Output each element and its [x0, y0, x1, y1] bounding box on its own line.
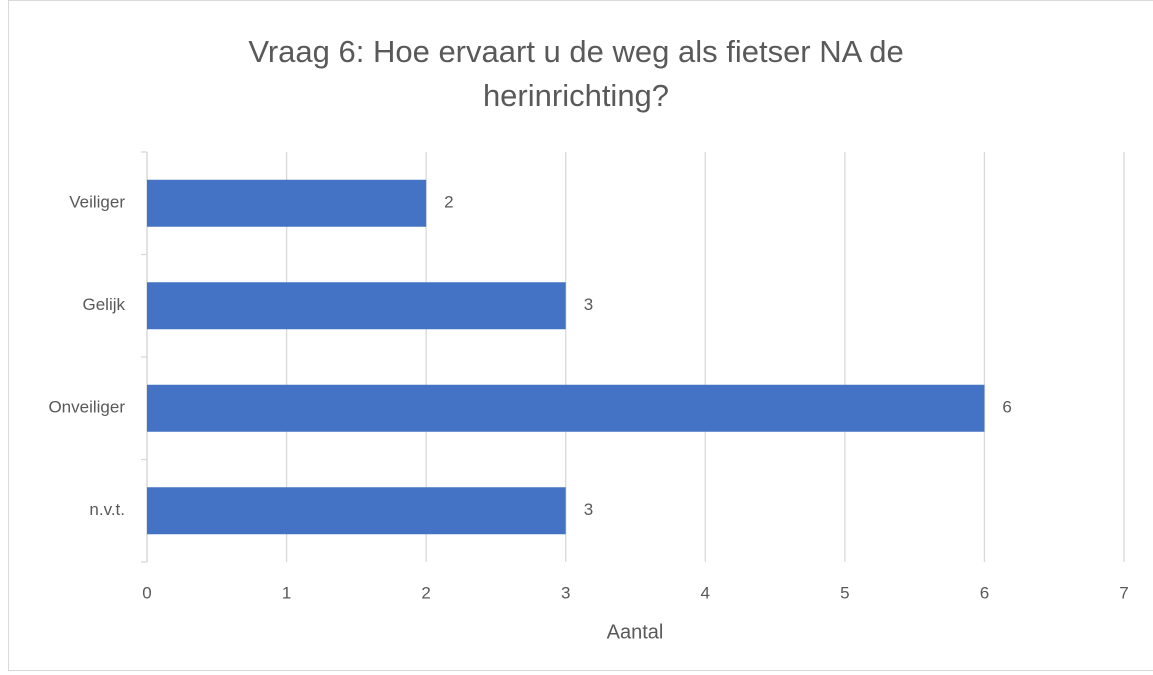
x-tick-label: 1 — [282, 583, 291, 602]
data-label: 3 — [584, 500, 593, 519]
x-tick-label: 4 — [701, 583, 710, 602]
x-tick-label: 5 — [840, 583, 849, 602]
y-tick-label: Veiliger — [69, 193, 125, 212]
data-label: 3 — [584, 295, 593, 314]
data-label: 6 — [1002, 398, 1011, 417]
x-axis-label: Aantal — [607, 621, 664, 643]
x-tick-label: 3 — [561, 583, 570, 602]
y-tick-label: Onveiliger — [48, 398, 125, 417]
data-label: 2 — [444, 193, 453, 212]
bar — [147, 384, 985, 432]
bar — [147, 179, 427, 227]
chart-border — [8, 0, 1153, 671]
x-tick-label: 2 — [421, 583, 430, 602]
chart-title: Vraag 6: Hoe ervaart u de weg als fietse… — [248, 34, 904, 113]
y-tick-label: n.v.t. — [89, 500, 125, 519]
x-tick-label: 0 — [142, 583, 151, 602]
x-tick-label: 6 — [980, 583, 989, 602]
bar — [147, 487, 566, 535]
y-tick-label: Gelijk — [82, 295, 125, 314]
x-tick-label: 7 — [1119, 583, 1128, 602]
bar — [147, 282, 566, 330]
